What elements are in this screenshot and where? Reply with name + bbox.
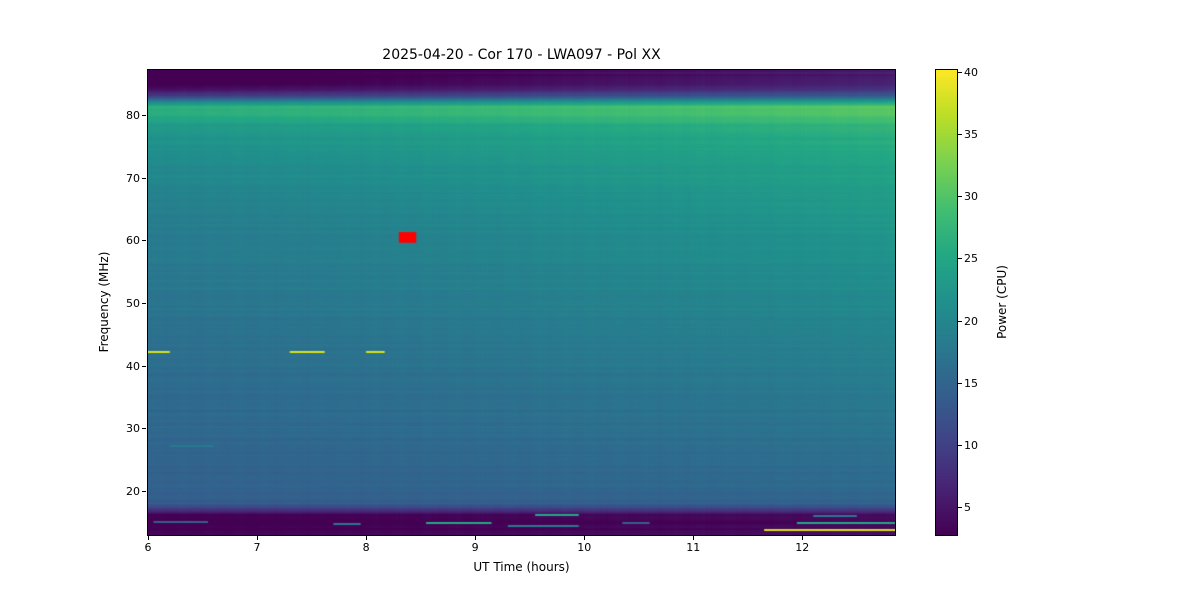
colorbar-tick-label: 35 xyxy=(964,128,978,142)
tick-mark xyxy=(958,258,962,260)
plot-area xyxy=(147,69,896,536)
tick-mark xyxy=(142,115,146,117)
x-tick-label: 12 xyxy=(795,541,810,554)
x-tick-label: 10 xyxy=(577,541,592,554)
tick-mark xyxy=(958,320,962,322)
chart-title: 2025-04-20 - Cor 170 - LWA097 - Pol XX xyxy=(382,47,661,63)
tick-mark xyxy=(142,428,146,430)
colorbar-tick-label: 5 xyxy=(964,501,971,515)
y-tick-label: 40 xyxy=(126,359,140,373)
tick-mark xyxy=(583,536,585,540)
tick-mark xyxy=(142,365,146,367)
tick-mark xyxy=(142,240,146,242)
tick-mark xyxy=(474,536,476,540)
tick-mark xyxy=(801,536,803,540)
tick-mark xyxy=(365,536,367,540)
colorbar-label: Power (CPU) xyxy=(995,265,1009,339)
colorbar-tick-label: 30 xyxy=(964,190,978,204)
x-axis-label: UT Time (hours) xyxy=(473,560,570,574)
x-tick-label: 6 xyxy=(144,541,152,554)
tick-mark xyxy=(142,302,146,304)
y-tick-label: 60 xyxy=(126,234,140,248)
colorbar xyxy=(935,69,958,536)
tick-mark xyxy=(142,177,146,179)
x-tick-label: 11 xyxy=(686,541,701,554)
tick-mark xyxy=(958,71,962,73)
y-axis-label: Frequency (MHz) xyxy=(97,251,111,353)
colorbar-tick-label: 40 xyxy=(964,65,978,79)
colorbar-tick-label: 25 xyxy=(964,252,978,266)
y-tick-label: 30 xyxy=(126,422,140,436)
tick-mark xyxy=(958,196,962,198)
colorbar-tick-label: 10 xyxy=(964,438,978,452)
spectrogram-heatmap xyxy=(148,70,895,535)
tick-mark xyxy=(147,536,149,540)
tick-mark xyxy=(256,536,258,540)
tick-mark xyxy=(692,536,694,540)
colorbar-tick-label: 20 xyxy=(964,314,978,328)
y-tick-label: 50 xyxy=(126,296,140,310)
y-tick-label: 70 xyxy=(126,171,140,185)
colorbar-tick-label: 15 xyxy=(964,376,978,390)
colorbar-gradient xyxy=(936,70,957,535)
tick-mark xyxy=(958,134,962,136)
tick-mark xyxy=(958,382,962,384)
y-tick-label: 20 xyxy=(126,484,140,498)
tick-mark xyxy=(142,490,146,492)
x-tick-label: 7 xyxy=(253,541,261,554)
tick-mark xyxy=(958,444,962,446)
y-tick-label: 80 xyxy=(126,109,140,123)
x-tick-label: 9 xyxy=(471,541,479,554)
x-tick-label: 8 xyxy=(362,541,370,554)
tick-mark xyxy=(958,507,962,509)
